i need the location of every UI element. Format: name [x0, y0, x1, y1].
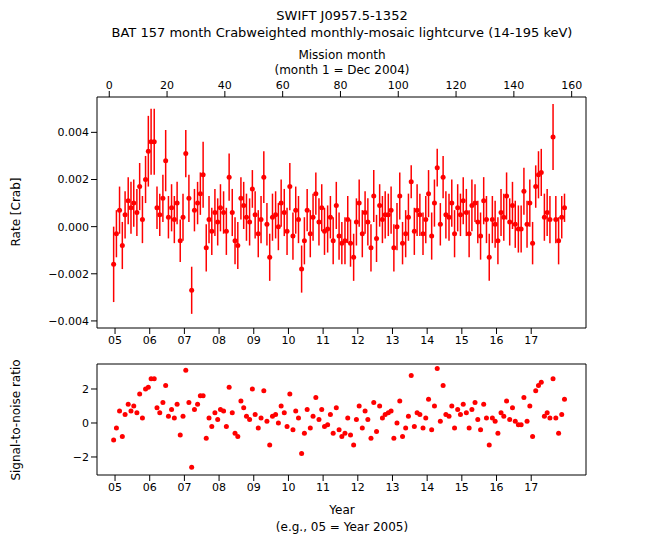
svg-text:10: 10	[281, 334, 295, 347]
svg-text:14: 14	[420, 481, 434, 494]
svg-text:13: 13	[385, 481, 399, 494]
html-text:Mission month: Mission month	[298, 48, 386, 62]
svg-text:07: 07	[177, 334, 191, 347]
svg-text:05: 05	[108, 334, 122, 347]
svg-text:17: 17	[524, 481, 538, 494]
html-text:(month 1 = Dec 2004): (month 1 = Dec 2004)	[274, 63, 410, 77]
svg-text:11: 11	[316, 481, 330, 494]
html-text:Signal-to-noise ratio: Signal-to-noise ratio	[9, 359, 23, 481]
svg-text:0.000: 0.000	[58, 221, 90, 234]
svg-text:13: 13	[385, 334, 399, 347]
html-text:SWIFT J0957.5-1352: SWIFT J0957.5-1352	[276, 8, 408, 23]
svg-text:0: 0	[82, 417, 89, 430]
html-text:(e.g., 05 = Year 2005): (e.g., 05 = Year 2005)	[275, 520, 409, 534]
svg-text:12: 12	[351, 481, 365, 494]
svg-text:08: 08	[212, 334, 226, 347]
svg-text:40: 40	[218, 79, 232, 92]
svg-text:100: 100	[388, 79, 409, 92]
svg-text:09: 09	[247, 334, 261, 347]
svg-text:12: 12	[351, 334, 365, 347]
svg-text:140: 140	[503, 79, 524, 92]
svg-text:15: 15	[455, 481, 469, 494]
svg-text:11: 11	[316, 334, 330, 347]
svg-text:20: 20	[160, 79, 174, 92]
svg-text:120: 120	[446, 79, 467, 92]
svg-text:06: 06	[143, 481, 157, 494]
svg-text:06: 06	[143, 334, 157, 347]
svg-text:14: 14	[420, 334, 434, 347]
svg-text:60: 60	[276, 79, 290, 92]
html-text:Rate [Crab]: Rate [Crab]	[9, 177, 23, 247]
svg-text:16: 16	[490, 334, 504, 347]
svg-text:10: 10	[281, 481, 295, 494]
svg-text:−0.002: −0.002	[48, 268, 89, 281]
html-text:Year: Year	[329, 503, 355, 517]
svg-text:80: 80	[333, 79, 347, 92]
svg-text:0.004: 0.004	[58, 126, 90, 139]
svg-text:09: 09	[247, 481, 261, 494]
svg-text:16: 16	[490, 481, 504, 494]
svg-text:−2: −2	[73, 451, 89, 464]
svg-text:0.002: 0.002	[58, 173, 90, 186]
svg-text:15: 15	[455, 334, 469, 347]
html-text:BAT 157 month Crabweighted mon: BAT 157 month Crabweighted monthly-mosai…	[111, 25, 573, 40]
svg-text:08: 08	[212, 481, 226, 494]
svg-text:07: 07	[177, 481, 191, 494]
svg-text:17: 17	[524, 334, 538, 347]
svg-text:2: 2	[82, 383, 89, 396]
svg-text:0: 0	[106, 79, 113, 92]
svg-text:160: 160	[561, 79, 582, 92]
svg-text:−0.004: −0.004	[48, 315, 89, 328]
svg-text:05: 05	[108, 481, 122, 494]
